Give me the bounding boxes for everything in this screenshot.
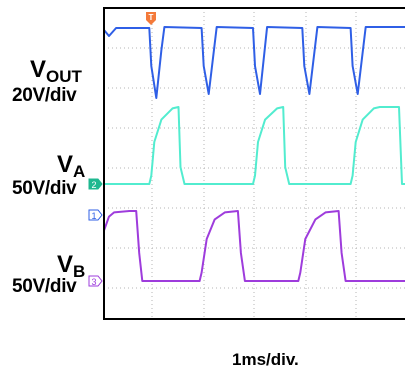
- trigger-marker-label: T: [149, 13, 154, 22]
- trace-vout: [103, 26, 405, 99]
- channel-2-marker-label: 2: [91, 180, 96, 190]
- va-label: VA: [57, 151, 86, 181]
- vb-label-letter: V: [57, 251, 74, 278]
- trigger-marker: T: [146, 12, 156, 25]
- trace-vb: [103, 210, 405, 282]
- vb-label: VB: [57, 251, 86, 281]
- vout-label-letter: V: [30, 56, 47, 83]
- vout-label: VOUT: [30, 56, 82, 86]
- channel-1-marker: 1: [88, 209, 103, 221]
- trace-va: [104, 106, 405, 185]
- plot-traces: [103, 26, 405, 282]
- channel-1-marker-label: 1: [91, 211, 96, 221]
- vout-scale-label: 20V/div: [12, 85, 77, 106]
- channel-3-marker: 3: [88, 275, 103, 287]
- channel-2-marker: 2: [88, 178, 103, 190]
- vout-label-subscript: OUT: [46, 67, 82, 86]
- vb-label-subscript: B: [73, 262, 86, 281]
- va-label-subscript: A: [73, 162, 86, 181]
- channel-3-marker-label: 3: [91, 277, 96, 287]
- va-label-letter: V: [57, 151, 74, 178]
- plot-frame: [103, 7, 405, 320]
- channel-markers: 1 2 3 T: [88, 12, 156, 287]
- time-scale-label: 1ms/div.: [232, 350, 299, 369]
- va-scale-label: 50V/div: [12, 178, 77, 199]
- plot-grid: [104, 8, 405, 319]
- vb-scale-label: 50V/div: [12, 276, 77, 297]
